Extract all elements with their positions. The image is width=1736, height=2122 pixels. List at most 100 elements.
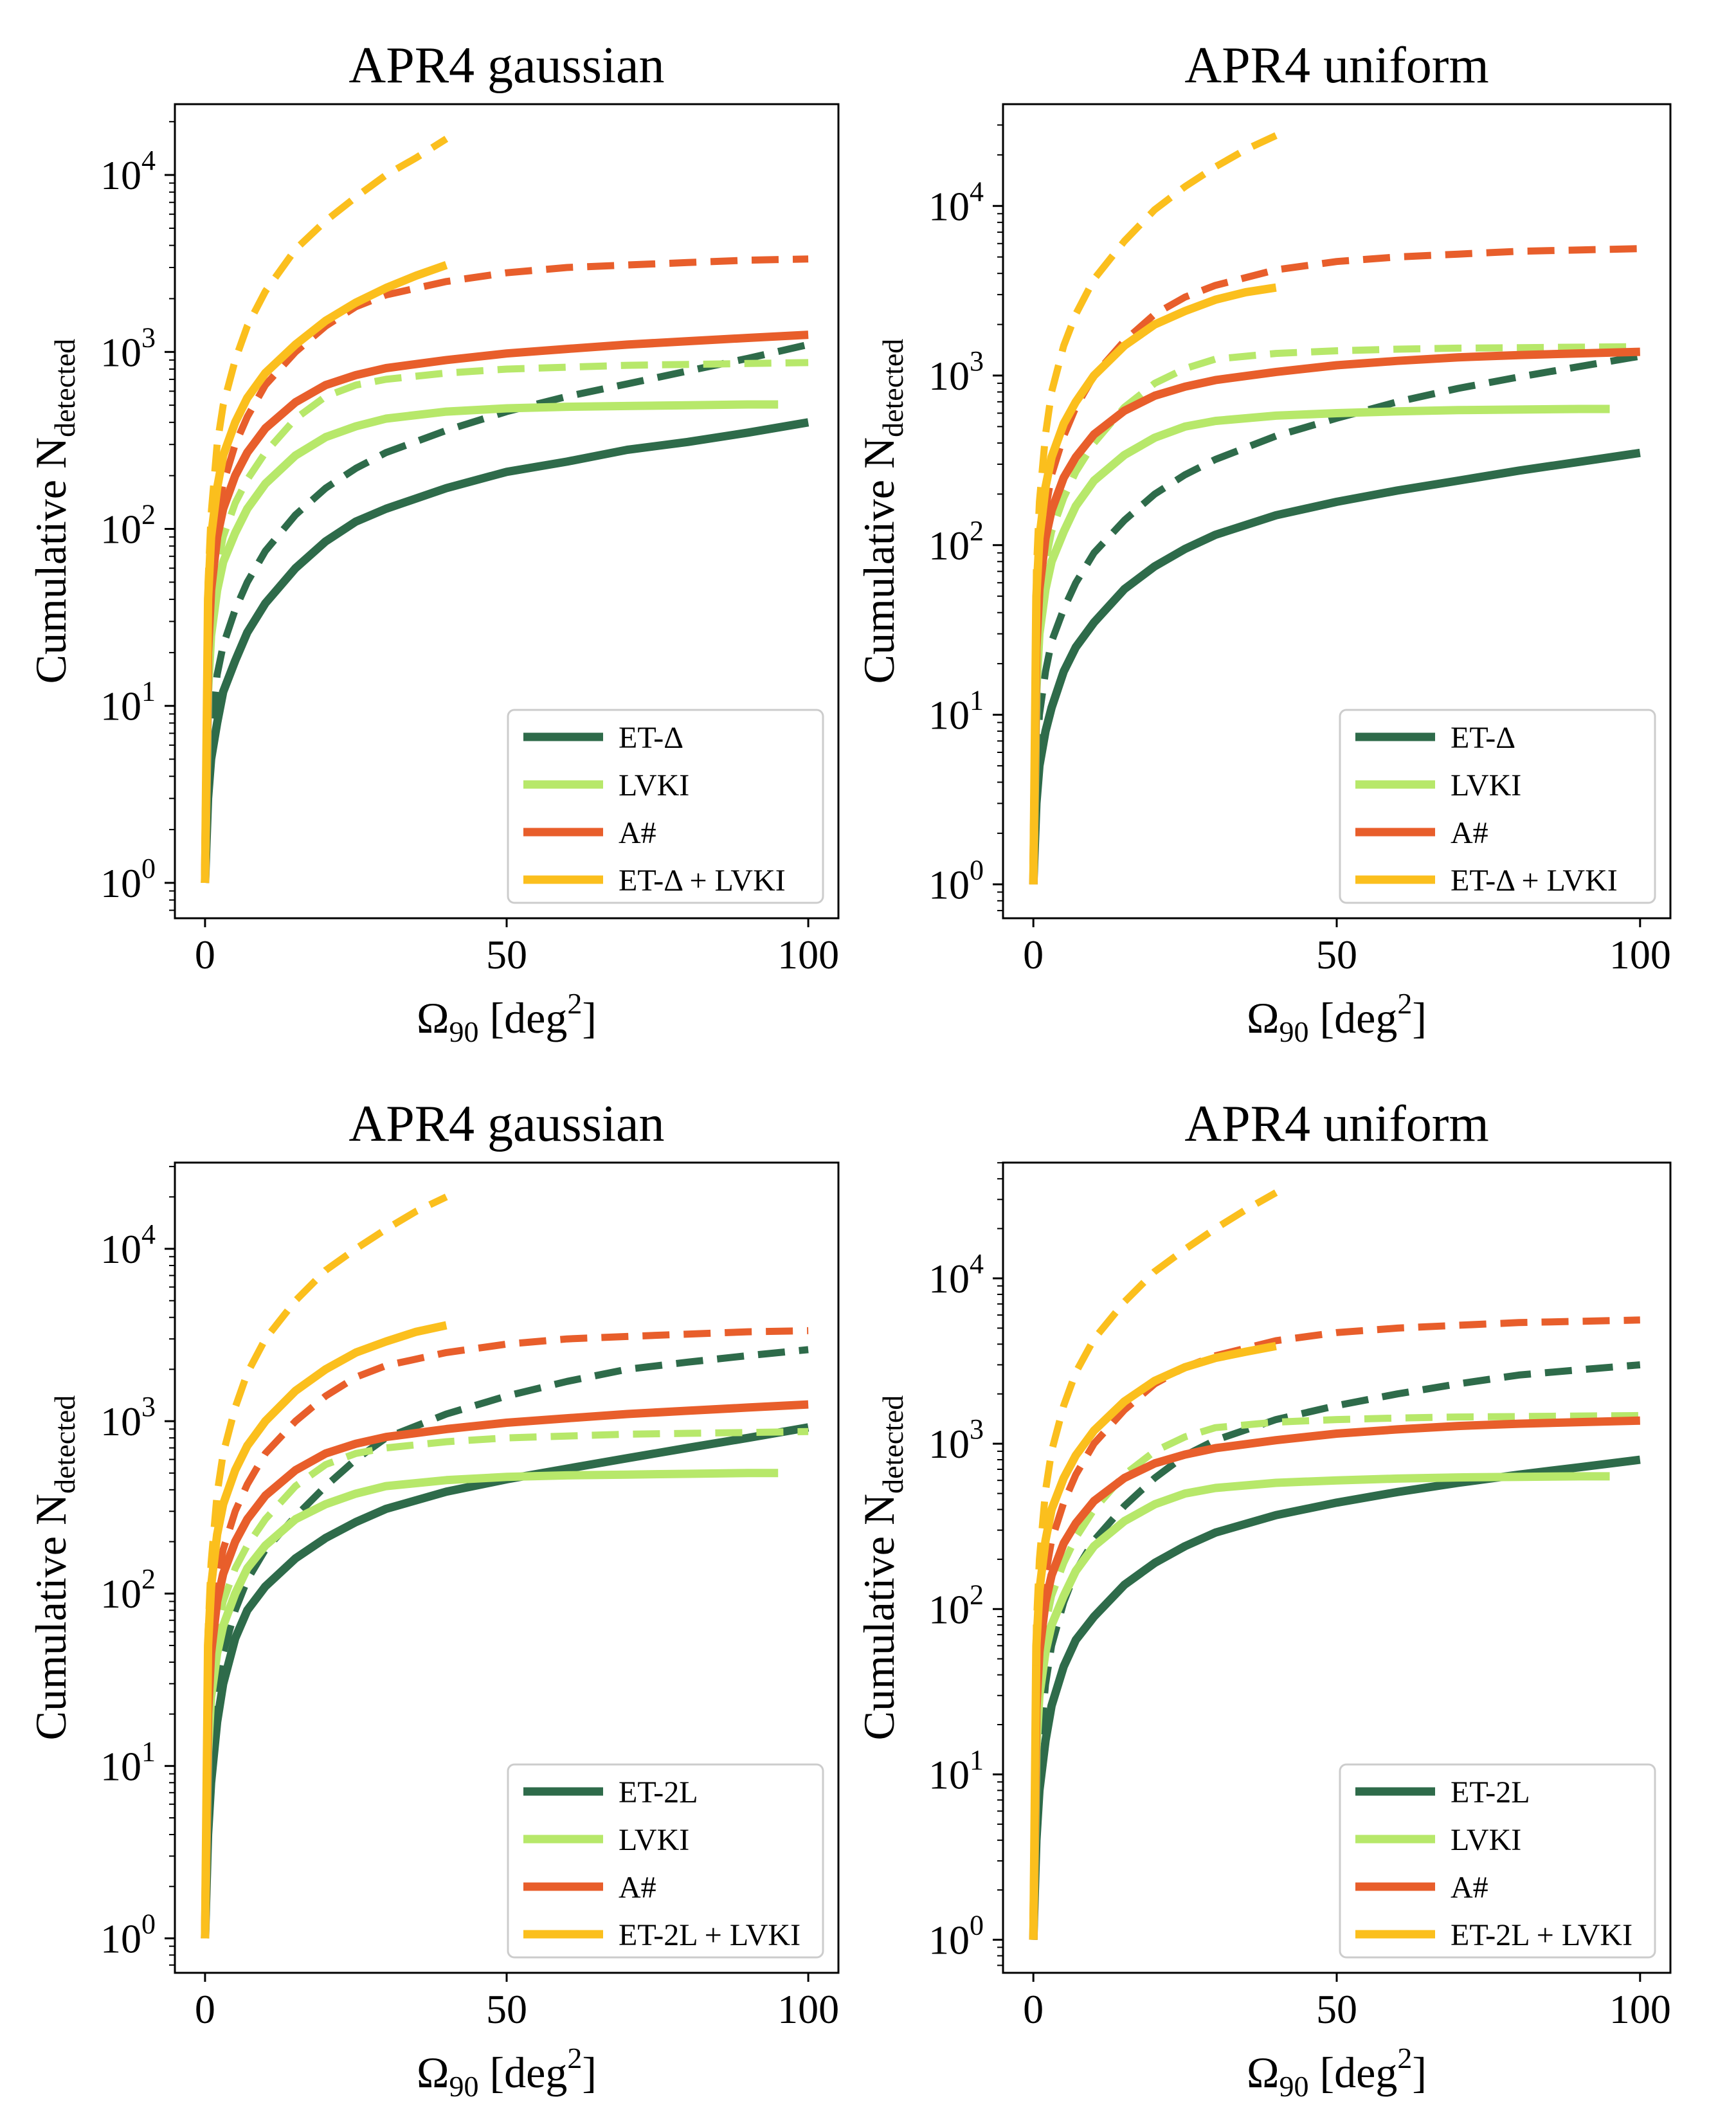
y-tick-base: 10 [928, 1918, 970, 1963]
series-line-et--solid [1029, 448, 1641, 885]
y-tick-base: 10 [100, 507, 141, 552]
y-tick-exponent: 3 [970, 1413, 984, 1445]
legend-label: A# [619, 1871, 656, 1905]
y-tick-exponent: 4 [141, 145, 156, 176]
series-line-et-2l-lvki-dashed [1029, 1189, 1278, 1940]
x-label-unit: [deg [1309, 993, 1398, 1042]
y-tick-label: 104 [100, 1219, 156, 1272]
y-tick-label: 103 [100, 322, 156, 375]
x-tick-label: 100 [777, 1986, 839, 2032]
x-tick-label: 50 [1316, 1986, 1357, 2032]
y-label-main: Cumulative N [854, 437, 903, 684]
legend-label: ET-2L + LVKI [1451, 1918, 1632, 1952]
y-tick-base: 10 [928, 1256, 970, 1301]
y-tick-base: 10 [928, 523, 970, 568]
chart-title: APR4 uniform [1184, 37, 1488, 94]
series-line-et-2l-lvki-solid [1029, 1341, 1277, 1940]
y-axis-label: Cumulative Ndetected [854, 1395, 909, 1741]
legend-label: LVKI [1451, 768, 1521, 803]
y-tick-label: 103 [100, 1391, 156, 1444]
legend-label: LVKI [619, 768, 689, 803]
x-label-end: ] [582, 993, 597, 1042]
y-tick-exponent: 2 [970, 1579, 984, 1610]
x-tick-label: 100 [1609, 1986, 1671, 2032]
y-tick-base: 10 [100, 684, 141, 729]
y-axis-label: Cumulative Ndetected [854, 339, 909, 684]
x-label-sup: 2 [1397, 2042, 1412, 2074]
y-tick-label: 102 [100, 1563, 156, 1617]
y-tick-base: 10 [928, 353, 970, 399]
x-tick-label: 0 [195, 932, 215, 977]
legend-label: ET-Δ [1451, 721, 1515, 755]
legend-label: ET-2L + LVKI [619, 1918, 800, 1952]
series-line-a--dashed [201, 255, 809, 884]
series-line-et--dashed [1029, 352, 1641, 885]
y-tick-exponent: 4 [970, 176, 984, 207]
y-tick-exponent: 2 [970, 515, 984, 547]
chart-title: APR4 uniform [1184, 1096, 1488, 1152]
y-label-main: Cumulative N [854, 1494, 903, 1740]
series-line-et-2l-dashed [201, 1346, 809, 1939]
x-label-main: Ω [1247, 993, 1279, 1042]
y-tick-base: 10 [100, 1571, 141, 1617]
x-tick-label: 100 [777, 932, 839, 977]
y-tick-label: 101 [100, 1736, 156, 1789]
legend-label: ET-Δ [619, 721, 683, 755]
y-tick-exponent: 0 [141, 1908, 156, 1939]
y-label-sub: detected [876, 1395, 909, 1494]
y-tick-label: 103 [928, 1413, 984, 1467]
y-tick-base: 10 [928, 1421, 970, 1467]
y-label-sub: detected [48, 1395, 81, 1494]
x-tick-label: 0 [1023, 1986, 1044, 2032]
series-group [1029, 132, 1641, 885]
y-axis-label: Cumulative Ndetected [26, 1395, 81, 1741]
y-tick-base: 10 [928, 183, 970, 229]
x-label-main: Ω [417, 993, 449, 1042]
series-line-et-2l-lvki-solid [201, 1321, 448, 1939]
y-label-main: Cumulative N [26, 437, 75, 684]
x-label-end: ] [582, 2048, 597, 2097]
series-line-et--solid [201, 418, 809, 884]
series-line-et-2l-solid [1029, 1455, 1641, 1940]
series-line-et--dashed [201, 341, 809, 884]
y-tick-exponent: 4 [141, 1219, 156, 1250]
y-tick-label: 103 [928, 345, 984, 399]
y-tick-exponent: 1 [141, 1736, 156, 1767]
series-line-et-lvki-dashed [201, 136, 449, 884]
y-tick-label: 104 [928, 1248, 984, 1301]
y-tick-label: 100 [928, 854, 984, 907]
y-tick-base: 10 [928, 1586, 970, 1632]
x-tick-label: 50 [1316, 932, 1357, 977]
series-line-a--dashed [201, 1327, 809, 1939]
chart-title: APR4 gaussian [348, 37, 664, 94]
x-label-sub: 90 [1279, 2070, 1309, 2103]
y-tick-base: 10 [100, 1226, 141, 1272]
y-tick-base: 10 [100, 1916, 141, 1961]
x-label-sub: 90 [449, 1015, 479, 1048]
y-tick-base: 10 [928, 693, 970, 738]
y-label-sub: detected [876, 339, 909, 437]
x-label-end: ] [1412, 2048, 1427, 2097]
series-group [201, 1193, 809, 1939]
legend-label: ET-2L [619, 1775, 698, 1809]
legend-label: LVKI [1451, 1823, 1521, 1857]
y-tick-label: 101 [100, 676, 156, 729]
y-tick-label: 104 [100, 145, 156, 198]
series-group [1029, 1189, 1641, 1940]
y-tick-base: 10 [928, 862, 970, 907]
y-tick-base: 10 [100, 1743, 141, 1789]
y-tick-exponent: 3 [970, 345, 984, 377]
y-tick-label: 104 [928, 176, 984, 229]
y-tick-label: 101 [928, 685, 984, 738]
y-tick-label: 100 [928, 1910, 984, 1963]
legend-label: LVKI [619, 1823, 689, 1857]
x-label-sub: 90 [1279, 1015, 1309, 1048]
x-tick-label: 0 [195, 1986, 215, 2032]
legend: ET-Δ LVKI A# ET-Δ + LVKI [507, 709, 824, 904]
y-tick-exponent: 3 [141, 1391, 156, 1422]
y-axis-label: Cumulative Ndetected [26, 339, 81, 684]
